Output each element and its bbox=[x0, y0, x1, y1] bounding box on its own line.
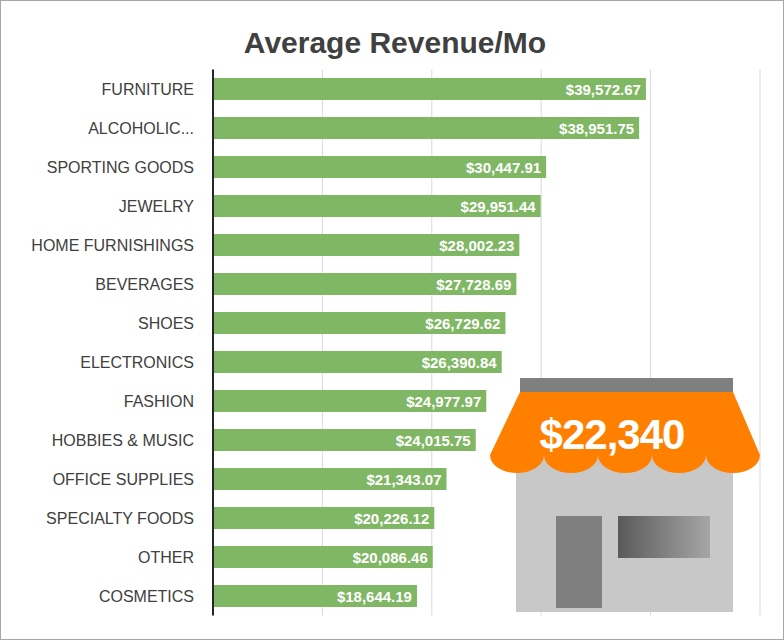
bar bbox=[213, 585, 417, 607]
data-label: $39,572.67 bbox=[566, 81, 641, 98]
bar bbox=[213, 390, 486, 412]
bar bbox=[213, 156, 546, 178]
bar bbox=[213, 117, 639, 139]
store-roof bbox=[520, 378, 733, 392]
data-label: $24,015.75 bbox=[396, 432, 471, 449]
data-label: $26,390.84 bbox=[422, 354, 498, 371]
data-label: $21,343.07 bbox=[366, 471, 441, 488]
bar bbox=[213, 507, 434, 529]
category-label: OTHER bbox=[138, 549, 194, 566]
bar bbox=[213, 195, 541, 217]
store-door bbox=[556, 516, 602, 608]
bar bbox=[213, 429, 476, 451]
bar bbox=[213, 234, 519, 256]
category-label: ALCOHOLIC... bbox=[88, 120, 194, 137]
bar bbox=[213, 468, 446, 490]
category-label: ELECTRONICS bbox=[80, 354, 194, 371]
data-label: $29,951.44 bbox=[461, 198, 537, 215]
category-label: HOBBIES & MUSIC bbox=[52, 432, 194, 449]
category-label: SPECIALTY FOODS bbox=[46, 510, 194, 527]
store-window bbox=[618, 516, 710, 558]
category-label: HOME FURNISHINGS bbox=[31, 237, 194, 254]
bar bbox=[213, 312, 505, 334]
grid-line bbox=[213, 70, 214, 616]
category-label: BEVERAGES bbox=[95, 276, 194, 293]
title: Average Revenue/Mo bbox=[244, 26, 546, 59]
grid-line bbox=[322, 70, 323, 616]
category-label: SPORTING GOODS bbox=[47, 159, 194, 176]
category-label: JEWELRY bbox=[119, 198, 195, 215]
data-label: $38,951.75 bbox=[559, 120, 634, 137]
category-label: FASHION bbox=[124, 393, 194, 410]
category-label: SHOES bbox=[138, 315, 194, 332]
axis-line bbox=[212, 70, 214, 616]
bar bbox=[213, 78, 646, 100]
store-icon bbox=[490, 378, 760, 612]
chart-container: Average Revenue/Mo FURNITURE $39,572.67 ALC… bbox=[0, 0, 784, 640]
category-label: OFFICE SUPPLIES bbox=[53, 471, 194, 488]
data-label: $28,002.23 bbox=[439, 237, 514, 254]
bar bbox=[213, 546, 433, 568]
bar bbox=[213, 273, 516, 295]
data-label: $20,086.46 bbox=[353, 549, 428, 566]
store-building bbox=[516, 455, 733, 612]
data-label: $27,728.69 bbox=[436, 276, 511, 293]
chart-svg: Average Revenue/Mo FURNITURE $39,572.67 ALC… bbox=[0, 0, 784, 640]
data-label: $18,644.19 bbox=[337, 588, 412, 605]
category-label: COSMETICS bbox=[99, 588, 194, 605]
grid-line bbox=[431, 70, 432, 616]
data-label: $20,226.12 bbox=[354, 510, 429, 527]
frame bbox=[1, 1, 784, 640]
data-label: $24,977.97 bbox=[406, 393, 481, 410]
data-label: $30,447.91 bbox=[466, 159, 541, 176]
store-awning bbox=[490, 392, 760, 473]
category-label: FURNITURE bbox=[102, 81, 194, 98]
annotation: $22,340 bbox=[540, 411, 685, 458]
bars bbox=[213, 78, 646, 607]
bar bbox=[213, 351, 502, 373]
data-label: $26,729.62 bbox=[425, 315, 500, 332]
grid-line bbox=[760, 70, 761, 616]
